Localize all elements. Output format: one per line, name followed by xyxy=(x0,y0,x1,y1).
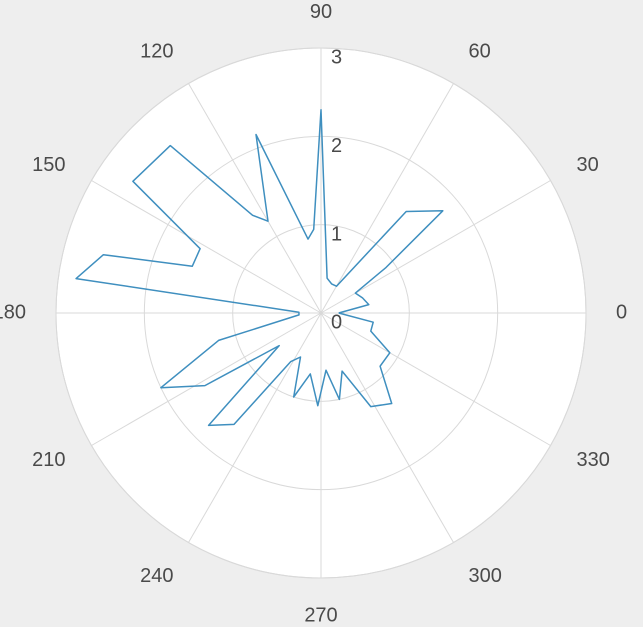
radial-tick-label: 3 xyxy=(331,47,342,69)
angle-tick-label: 180 xyxy=(0,301,26,323)
angle-tick-label: 270 xyxy=(304,605,337,627)
angle-tick-label: 210 xyxy=(32,449,65,471)
angle-tick-label: 300 xyxy=(469,565,502,587)
radial-tick-label: 2 xyxy=(331,135,342,157)
radial-tick-label: 0 xyxy=(331,312,342,334)
angle-tick-label: 120 xyxy=(140,41,173,63)
polar-svg: 0 30 60 90 120 150 180 210 240 270 300 330 0 1 2 3 xyxy=(0,0,643,627)
angle-tick-label: 330 xyxy=(576,449,609,471)
angle-tick-label: 30 xyxy=(576,154,598,176)
angle-tick-label: 240 xyxy=(140,565,173,587)
angle-tick-label: 90 xyxy=(310,1,332,23)
angle-tick-label: 0 xyxy=(616,301,627,323)
angle-tick-label: 60 xyxy=(469,41,491,63)
polar-chart: 0 30 60 90 120 150 180 210 240 270 300 330 0 1 2 3 xyxy=(0,0,643,627)
angle-tick-label: 150 xyxy=(32,154,65,176)
radial-tick-label: 1 xyxy=(331,223,342,245)
